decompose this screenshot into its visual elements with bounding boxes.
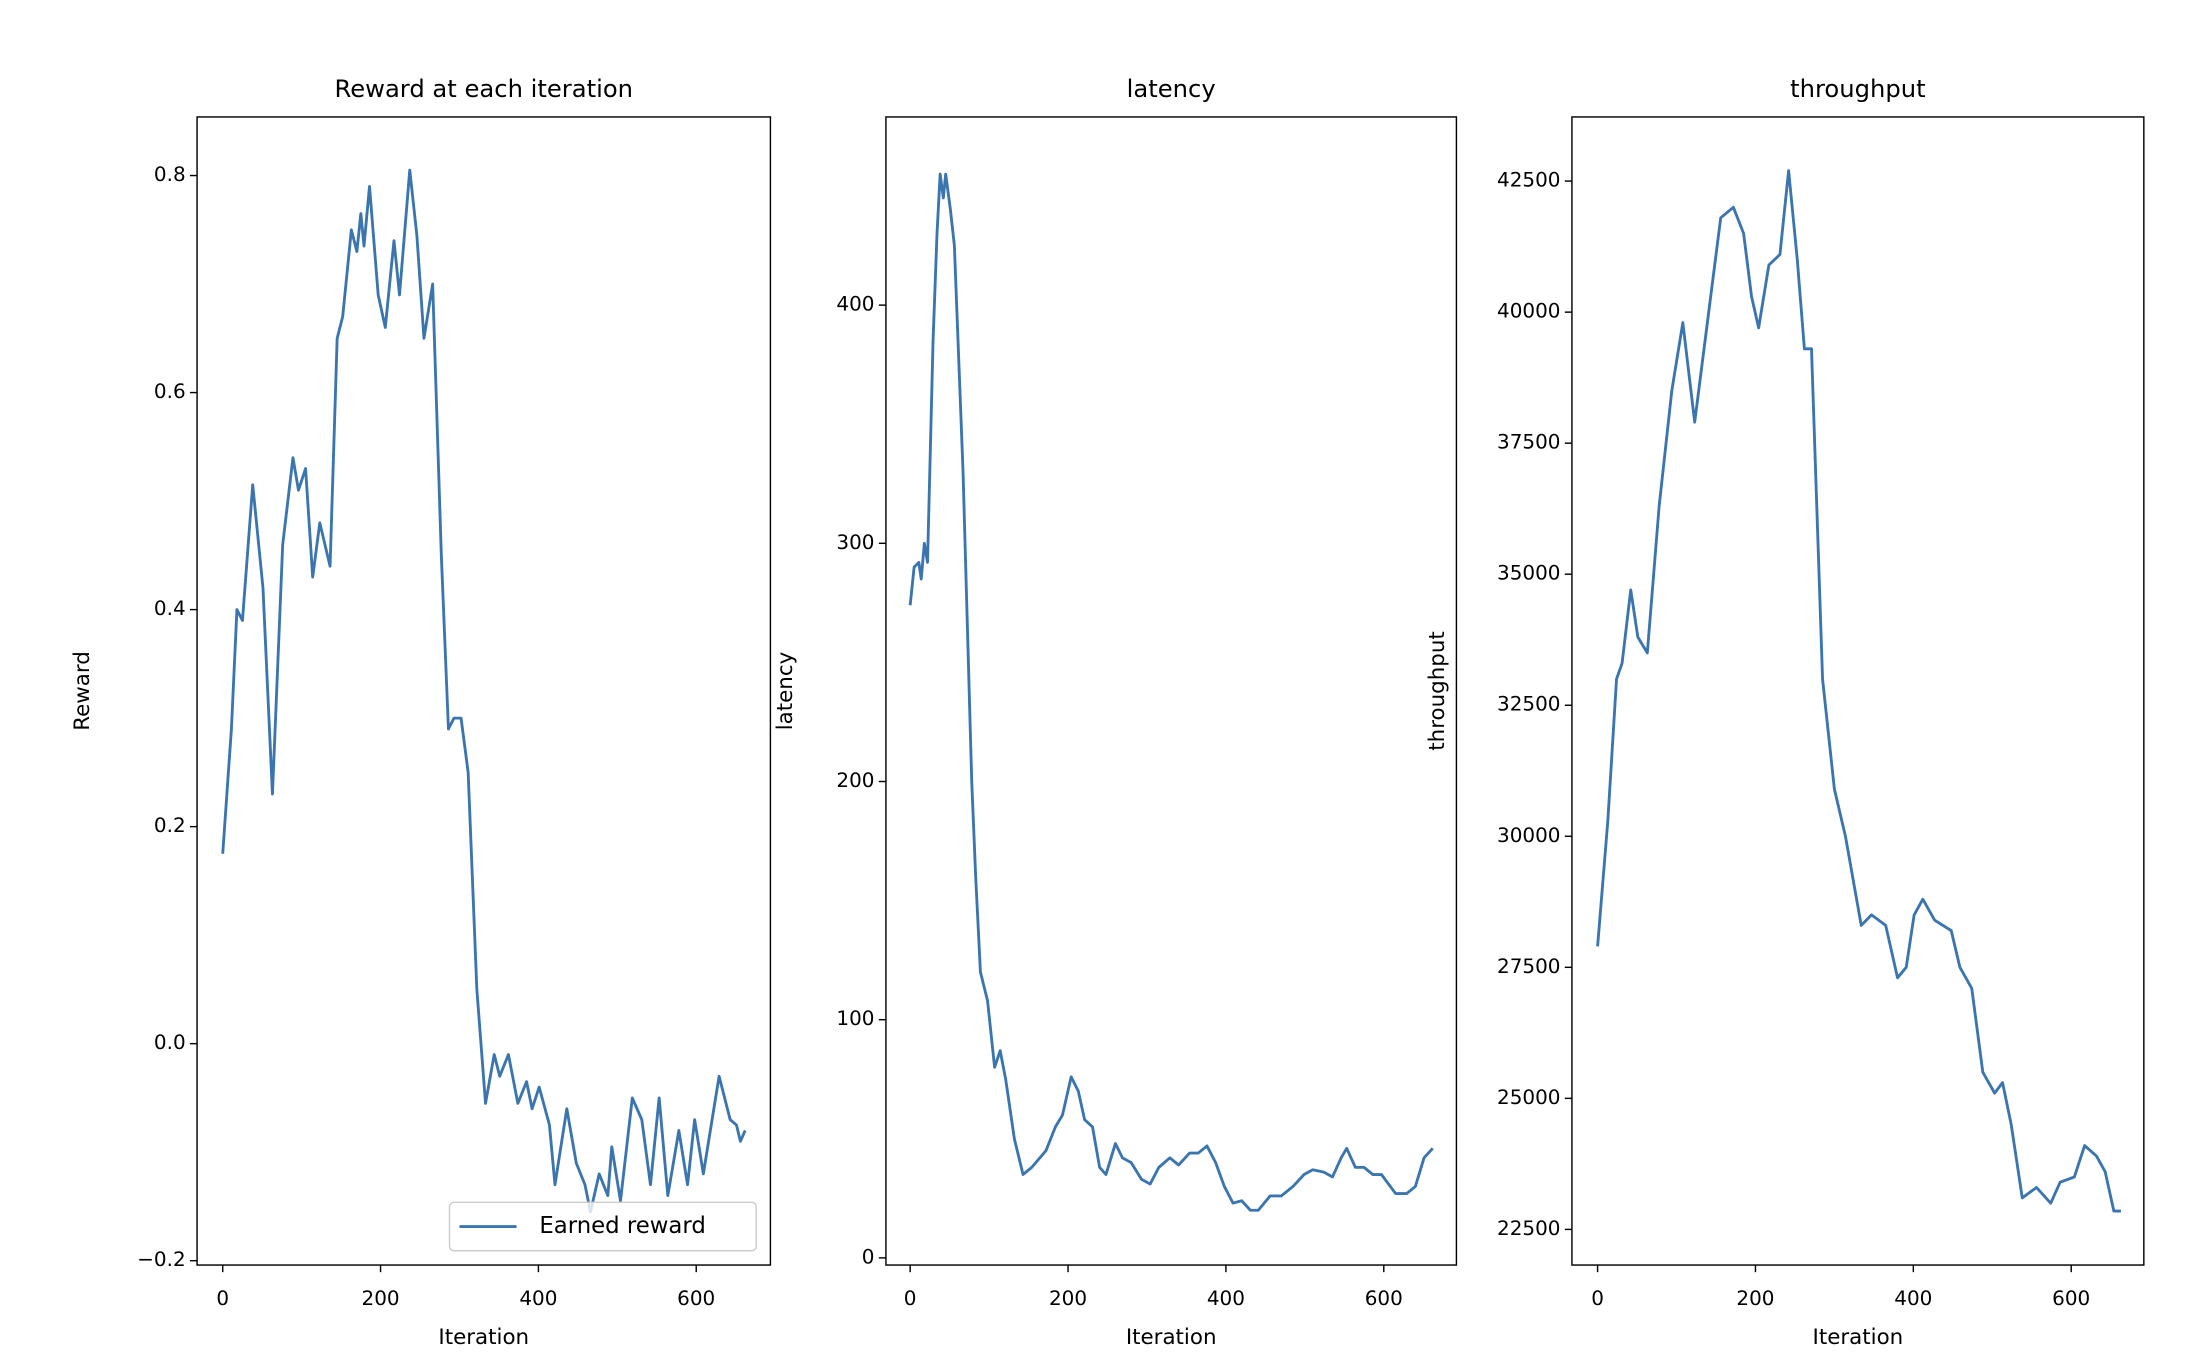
y-axis-label: throughput — [1425, 631, 1450, 750]
y-tick-label: 0.6 — [154, 379, 186, 403]
chart-title: Reward at each iteration — [334, 74, 633, 103]
y-tick-label: −0.2 — [137, 1247, 185, 1271]
y-tick-label: 0.2 — [154, 813, 186, 837]
x-axis-label: Iteration — [438, 1325, 529, 1350]
y-tick-label: 0.0 — [154, 1030, 186, 1054]
legend-box — [448, 1201, 757, 1252]
x-tick-label: 0 — [216, 1286, 229, 1310]
x-tick-label: 600 — [2052, 1286, 2090, 1310]
y-tick-label: 100 — [836, 1006, 874, 1030]
x-tick-label: 0 — [904, 1286, 917, 1310]
y-tick-label: 27500 — [1497, 954, 1560, 978]
y-tick-label: 400 — [836, 292, 874, 316]
y-tick-label: 0 — [862, 1244, 875, 1268]
plot-frame — [885, 116, 1458, 1266]
y-axis-label: Reward — [70, 651, 95, 731]
x-tick-label: 400 — [1894, 1286, 1932, 1310]
y-tick-label: 25000 — [1497, 1085, 1560, 1109]
y-tick-label: 0.4 — [154, 596, 186, 620]
y-tick-label: 32500 — [1497, 692, 1560, 716]
plot-frame — [196, 116, 772, 1266]
y-tick-label: 300 — [836, 530, 874, 554]
y-tick-label: 0.8 — [154, 162, 186, 186]
x-tick-label: 200 — [1049, 1286, 1087, 1310]
line-series — [1596, 169, 2121, 1213]
chart-title: throughput — [1790, 74, 1925, 103]
y-tick-label: 37500 — [1497, 430, 1560, 454]
line-series — [908, 172, 1434, 1212]
y-axis-label: latency — [773, 651, 798, 730]
y-tick-label: 40000 — [1497, 299, 1560, 323]
x-tick-label: 600 — [677, 1286, 715, 1310]
x-axis-label: Iteration — [1126, 1325, 1217, 1350]
x-tick-label: 200 — [1736, 1286, 1774, 1310]
chart-title: latency — [1127, 74, 1216, 103]
x-tick-label: 200 — [362, 1286, 400, 1310]
x-tick-label: 400 — [519, 1286, 557, 1310]
y-tick-label: 200 — [836, 768, 874, 792]
x-axis-label: Iteration — [1813, 1325, 1904, 1350]
x-tick-label: 600 — [1365, 1286, 1403, 1310]
x-tick-label: 0 — [1591, 1286, 1604, 1310]
line-series — [221, 168, 747, 1214]
y-tick-label: 35000 — [1497, 561, 1560, 585]
legend-label: Earned reward — [539, 1213, 706, 1239]
y-tick-label: 30000 — [1497, 823, 1560, 847]
plot-frame — [1571, 116, 2145, 1266]
y-tick-label: 22500 — [1497, 1216, 1560, 1240]
x-tick-label: 400 — [1207, 1286, 1245, 1310]
y-tick-label: 42500 — [1497, 168, 1560, 192]
